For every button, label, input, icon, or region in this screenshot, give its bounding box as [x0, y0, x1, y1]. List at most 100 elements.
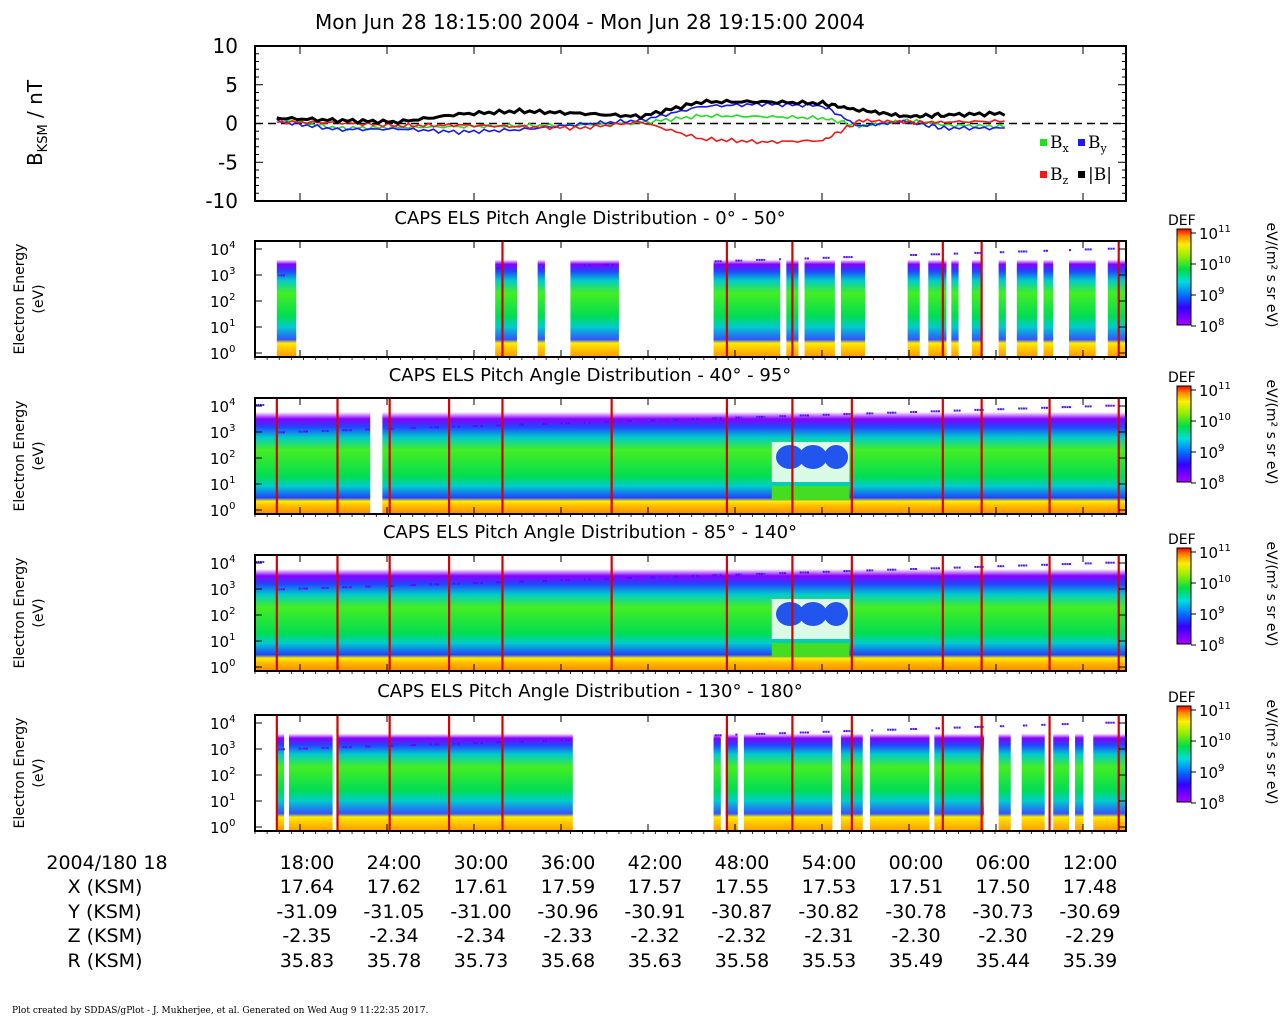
colorbar-tick-label: 109	[1199, 286, 1224, 305]
noise-dot	[735, 733, 738, 736]
spec-ytick-base: 10	[210, 450, 229, 468]
data-block	[255, 398, 371, 514]
legend-swatch	[1040, 171, 1047, 178]
noise-dot	[629, 420, 632, 423]
noise-dot	[473, 582, 476, 584]
x-coord-y: -30.78	[885, 901, 946, 923]
noise-dot	[889, 568, 892, 571]
noise-dot	[953, 409, 956, 412]
noise-dot	[524, 423, 527, 426]
spec-ytick-label: 103	[210, 266, 235, 285]
x-coord-x: 17.50	[976, 876, 1030, 898]
noise-dot	[627, 420, 630, 423]
noise-dot	[1089, 248, 1092, 251]
colorbar-tick-exp: 11	[1218, 543, 1231, 554]
spec-ytick-label: 104	[210, 397, 235, 416]
noise-dot	[914, 568, 917, 570]
noise-dot	[760, 415, 763, 418]
noise-dot	[475, 582, 478, 584]
colorbar-tick-label: 1010	[1199, 574, 1231, 593]
noise-dot	[1087, 562, 1090, 565]
noise-dot	[845, 413, 848, 416]
noise-dot	[1084, 248, 1087, 251]
noise-dot	[432, 583, 435, 586]
noise-dot	[544, 579, 547, 582]
noise-dot	[935, 567, 938, 570]
spec-ytick-exp: 2	[229, 766, 235, 777]
legend-label: Bx	[1050, 133, 1070, 155]
x-time-label: 42:00	[628, 852, 683, 874]
noise-dot	[563, 422, 566, 425]
x-time-label: 06:00	[976, 852, 1031, 874]
colorbar-tick-base: 10	[1199, 225, 1218, 243]
spec-ytick-label: 102	[210, 766, 235, 785]
noise-dot	[783, 415, 786, 418]
noise-dot	[1105, 721, 1108, 724]
noise-dot	[779, 415, 782, 418]
spec-ytick-exp: 0	[229, 658, 235, 669]
spec-ytick-label: 103	[210, 423, 235, 442]
noise-dot	[1107, 247, 1110, 250]
noise-dot	[280, 431, 283, 434]
noise-dot	[367, 428, 370, 431]
noise-dot	[586, 578, 589, 581]
x-coord-r: 35.53	[802, 950, 856, 972]
noise-dot	[521, 423, 524, 426]
noise-dot	[1041, 406, 1044, 409]
panel-frame	[254, 397, 1127, 515]
x-coord-z: -2.30	[978, 925, 1027, 947]
noise-dot	[1020, 564, 1023, 567]
noise-dot	[305, 747, 308, 750]
noise-dot	[997, 565, 1000, 568]
panel-title: CAPS ELS Pitch Angle Distribution - 130°…	[377, 681, 803, 702]
spec-ytick-exp: 1	[229, 632, 235, 643]
noise-dot	[1112, 247, 1115, 250]
colorbar-tick-label: 109	[1199, 605, 1224, 624]
spec-yunit: (eV)	[31, 598, 47, 627]
noise-dot	[999, 565, 1002, 568]
noise-dot	[802, 571, 805, 574]
noise-dot	[606, 420, 609, 423]
colorbar-tick-base: 10	[1199, 575, 1218, 593]
noise-dot	[1112, 404, 1115, 407]
noise-dot	[737, 416, 740, 419]
colorbar-tick-base: 10	[1199, 413, 1218, 431]
noise-dot	[413, 427, 416, 430]
colorbar-tick-label: 1011	[1199, 543, 1231, 562]
spec-ylabel: Electron Energy	[12, 558, 28, 669]
noise-dot	[455, 425, 458, 428]
x-row-label: X (KSM)	[68, 876, 143, 898]
spectrogram-panel-4: CAPS ELS Pitch Angle Distribution - 130°…	[12, 681, 1127, 837]
noise-dot	[1043, 249, 1046, 252]
noise-dot	[436, 426, 439, 429]
noise-dot	[825, 256, 828, 259]
noise-dot	[1089, 405, 1092, 408]
noise-dot	[673, 418, 676, 421]
spec-ytick-base: 10	[210, 633, 229, 651]
spec-ytick-label: 103	[210, 740, 235, 759]
spec-ytick-exp: 4	[229, 397, 235, 408]
spec-ytick-base: 10	[210, 241, 229, 259]
spec-ytick-label: 100	[210, 818, 235, 837]
spec-ytick-base: 10	[210, 767, 229, 785]
noise-dot	[1043, 723, 1046, 726]
noise-dot	[434, 426, 437, 429]
spec-ytick-base: 10	[210, 555, 229, 573]
colorbar-label: DEF	[1168, 532, 1196, 548]
noise-dot	[1061, 406, 1064, 409]
noise-dot	[912, 728, 915, 730]
noise-dot	[976, 725, 979, 728]
noise-dot	[956, 409, 959, 412]
b-ytick-label: 10	[213, 34, 238, 58]
noise-dot	[390, 584, 393, 587]
noise-dot	[1110, 561, 1113, 564]
noise-dot	[845, 256, 848, 259]
noise-dot	[806, 731, 809, 734]
noise-dot	[367, 585, 370, 588]
noise-dot	[1025, 250, 1028, 253]
noise-dot	[347, 429, 350, 432]
noise-dot	[825, 413, 828, 416]
data-block	[1021, 715, 1045, 831]
